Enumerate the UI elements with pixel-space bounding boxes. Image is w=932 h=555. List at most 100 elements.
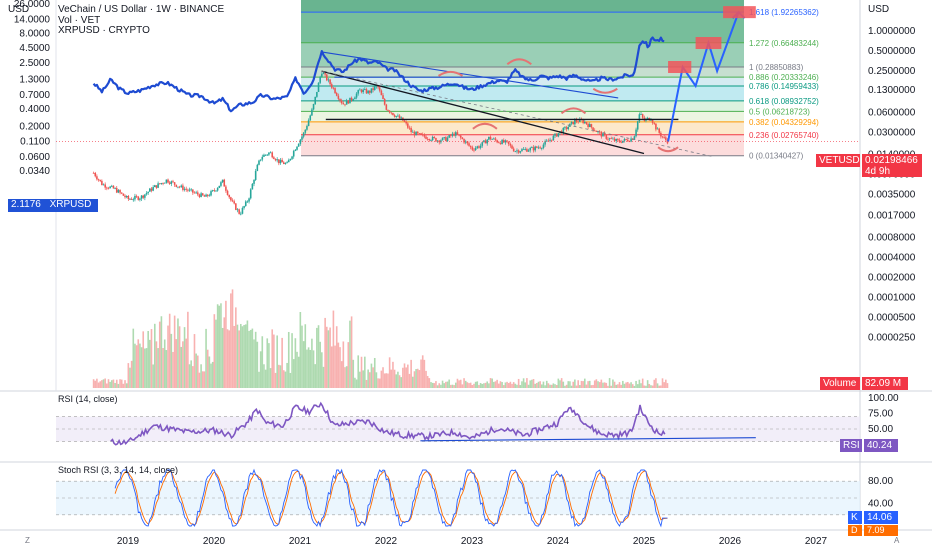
volume-bar bbox=[337, 342, 340, 388]
vet-candle-body bbox=[268, 152, 270, 155]
vet-candle-body bbox=[378, 87, 381, 91]
vet-candle-body bbox=[251, 183, 254, 190]
vet-candle-body bbox=[264, 154, 267, 156]
vet-candle-body bbox=[117, 190, 120, 193]
volume-bar bbox=[94, 380, 97, 388]
vet-candle-body bbox=[168, 182, 171, 184]
vet-candle-body bbox=[135, 195, 138, 197]
volume-bar bbox=[607, 385, 609, 388]
volume-bar bbox=[302, 341, 305, 388]
vet-candle-body bbox=[200, 193, 202, 198]
volume-bar bbox=[115, 379, 118, 388]
volume-bar bbox=[478, 384, 480, 388]
volume-bar bbox=[334, 345, 336, 388]
vet-candle-body bbox=[562, 127, 565, 134]
vet-candle-body bbox=[459, 135, 462, 138]
vet-candle-body bbox=[506, 140, 508, 142]
vet-candle-body bbox=[377, 85, 379, 88]
vet-candle-body bbox=[564, 127, 566, 128]
volume-value-tag: 82.09 M bbox=[862, 377, 908, 390]
vet-candle-body bbox=[539, 147, 541, 149]
volume-bar bbox=[236, 324, 239, 388]
vet-candle-body bbox=[575, 119, 578, 122]
time-axis-tick: 2025 bbox=[633, 536, 656, 547]
vet-candle-body bbox=[570, 121, 573, 124]
vet-candle-body bbox=[514, 151, 517, 153]
volume-bar bbox=[466, 382, 469, 388]
fib-level-label: 0.5 (0.06218723) bbox=[749, 107, 810, 116]
volume-bar bbox=[125, 383, 128, 388]
vet-candle-body bbox=[547, 140, 550, 142]
volume-bar bbox=[135, 345, 138, 388]
left-axis-tick: 0.7000 bbox=[19, 90, 50, 101]
vet-candle-body bbox=[410, 128, 412, 133]
volume-bar bbox=[483, 383, 485, 388]
left-axis-unit: USD bbox=[8, 4, 30, 15]
volume-bar bbox=[359, 371, 361, 388]
vet-candle-body bbox=[626, 139, 629, 142]
volume-bar bbox=[423, 359, 426, 388]
volume-bar bbox=[110, 380, 113, 388]
vet-candle-body bbox=[211, 190, 214, 192]
vet-candle-body bbox=[145, 193, 148, 195]
volume-bar bbox=[259, 351, 262, 388]
vet-candle-body bbox=[292, 150, 295, 157]
vet-candle-body bbox=[314, 96, 317, 105]
vet-candle-body bbox=[185, 188, 188, 190]
volume-bar bbox=[463, 378, 465, 388]
volume-bar bbox=[281, 337, 283, 388]
right-axis-tick: 0.0035000 bbox=[868, 190, 916, 201]
volume-bar bbox=[354, 377, 356, 388]
volume-bar bbox=[410, 359, 412, 388]
right-axis-tick: 0.0017000 bbox=[868, 210, 916, 221]
volume-bar bbox=[122, 383, 125, 388]
stoch-d-label: D bbox=[848, 525, 862, 536]
timezone-icon[interactable]: Z bbox=[25, 536, 30, 545]
volume-bar bbox=[239, 323, 242, 388]
volume-bar bbox=[137, 339, 140, 388]
vet-candle-body bbox=[372, 88, 374, 90]
vet-candle-body bbox=[253, 179, 255, 184]
volume-bar bbox=[383, 373, 386, 388]
right-axis-tick: 0.2500000 bbox=[868, 66, 916, 77]
vet-candle-body bbox=[142, 195, 145, 198]
volume-bar bbox=[200, 364, 202, 388]
volume-bar bbox=[254, 331, 257, 388]
vet-candle-body bbox=[504, 140, 507, 143]
fib-level-label: 0.236 (0.02765740) bbox=[749, 131, 819, 140]
volume-bar bbox=[583, 378, 586, 388]
volume-bar bbox=[612, 379, 614, 388]
vet-candle-body bbox=[96, 176, 98, 180]
volume-bar bbox=[595, 379, 598, 388]
volume-bar bbox=[322, 366, 325, 388]
vet-candle-body bbox=[441, 137, 444, 141]
vet-candle-body bbox=[552, 135, 555, 141]
volume-bar bbox=[390, 369, 393, 388]
auto-scale-icon[interactable]: A bbox=[894, 536, 900, 545]
volume-bar bbox=[504, 382, 507, 388]
volume-bar bbox=[142, 331, 145, 388]
volume-bar bbox=[445, 381, 447, 388]
vet-candle-body bbox=[254, 170, 257, 180]
vet-candle-body bbox=[660, 132, 662, 137]
vet-candle-body bbox=[244, 201, 247, 207]
volume-bar bbox=[431, 382, 434, 388]
vet-candle-body bbox=[458, 134, 460, 136]
volume-bar bbox=[284, 371, 287, 388]
volume-bar bbox=[258, 371, 260, 388]
volume-bar bbox=[430, 382, 432, 388]
vet-candle-body bbox=[555, 133, 558, 137]
vet-candle-body bbox=[610, 138, 613, 140]
vet-candle-body bbox=[415, 131, 417, 136]
vet-candle-body bbox=[471, 147, 474, 150]
vet-candle-body bbox=[395, 115, 398, 117]
vet-candle-body bbox=[364, 89, 366, 90]
volume-bar bbox=[451, 384, 454, 388]
right-axis-tick: 0.0300000 bbox=[868, 127, 916, 138]
vet-candle-body bbox=[106, 187, 108, 189]
vet-descending-trendline bbox=[321, 70, 645, 155]
vet-candle-body bbox=[545, 140, 548, 142]
volume-bar bbox=[645, 385, 647, 388]
